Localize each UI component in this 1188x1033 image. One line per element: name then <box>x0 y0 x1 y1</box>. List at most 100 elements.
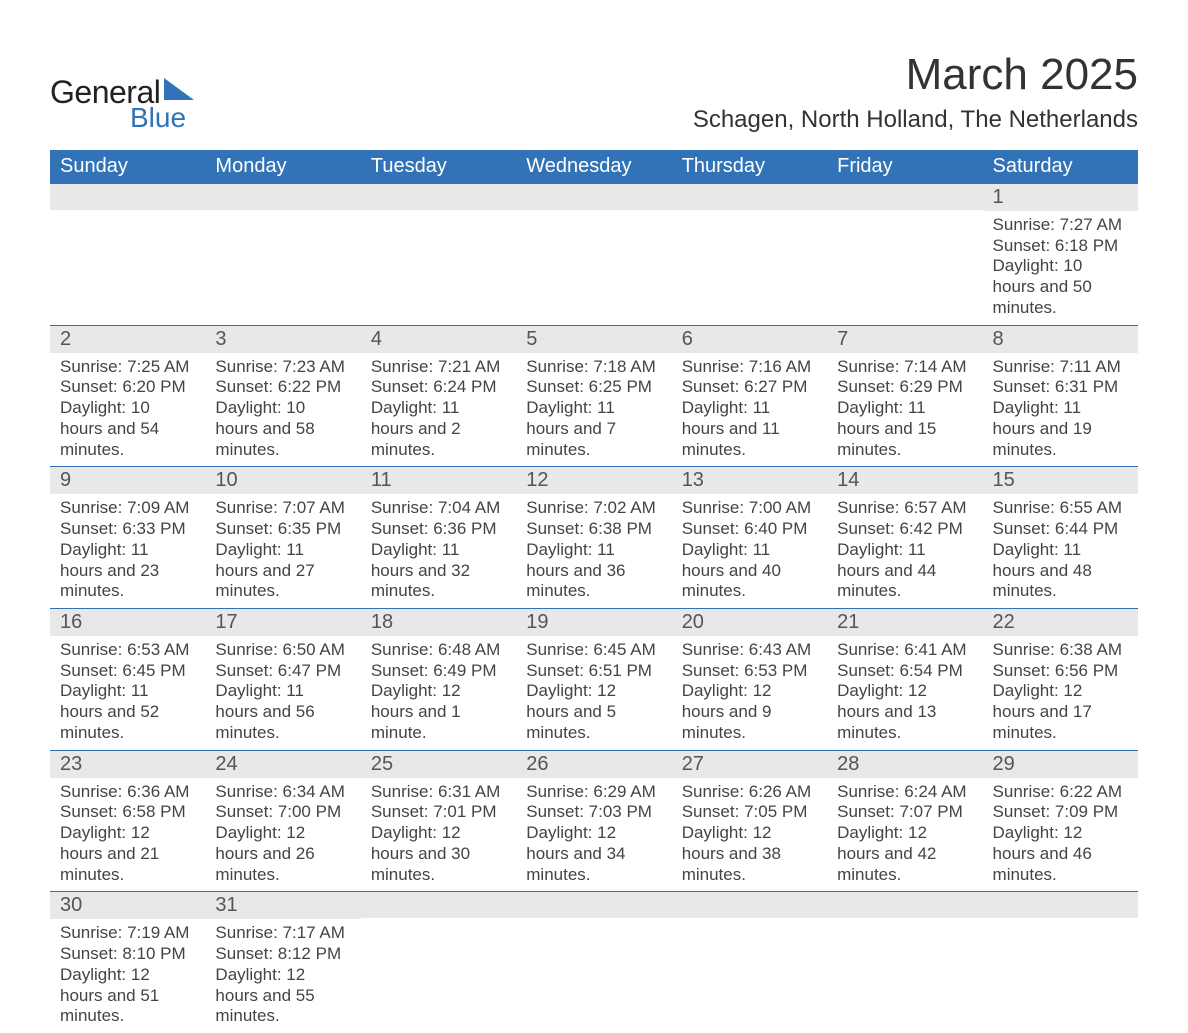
calendar-day-cell: 5Sunrise: 7:18 AMSunset: 6:25 PMDaylight… <box>516 325 671 467</box>
day-body: Sunrise: 7:17 AMSunset: 8:12 PMDaylight:… <box>205 919 360 1033</box>
daylight-line-label: Daylight: <box>682 681 753 700</box>
sunset-line: Sunset: 6:38 PM <box>526 519 661 540</box>
daylight-line-label: Daylight: <box>215 540 286 559</box>
sunrise-line-value: 6:26 AM <box>749 782 811 801</box>
daylight-line: Daylight: 11 hours and 19 minutes. <box>993 398 1128 460</box>
sunset-line-value: 6:36 PM <box>433 519 496 538</box>
day-number: 4 <box>361 326 516 353</box>
daylight-line-label: Daylight: <box>993 256 1064 275</box>
sunset-line: Sunset: 7:09 PM <box>993 802 1128 823</box>
sunrise-line-label: Sunrise: <box>60 782 127 801</box>
calendar-day-cell: 16Sunrise: 6:53 AMSunset: 6:45 PMDayligh… <box>50 609 205 751</box>
sunset-line: Sunset: 7:00 PM <box>215 802 350 823</box>
daylight-line-label: Daylight: <box>682 823 753 842</box>
sunrise-line: Sunrise: 6:48 AM <box>371 640 506 661</box>
daylight-line: Daylight: 12 hours and 38 minutes. <box>682 823 817 885</box>
sunrise-line-label: Sunrise: <box>215 357 282 376</box>
sunset-line-label: Sunset: <box>837 519 899 538</box>
daylight-line: Daylight: 11 hours and 7 minutes. <box>526 398 661 460</box>
calendar-week-row: 9Sunrise: 7:09 AMSunset: 6:33 PMDaylight… <box>50 467 1138 609</box>
day-number: 15 <box>983 467 1138 494</box>
calendar-day-cell: 27Sunrise: 6:26 AMSunset: 7:05 PMDayligh… <box>672 750 827 892</box>
daylight-line: Daylight: 12 hours and 1 minute. <box>371 681 506 743</box>
calendar-day-cell: 21Sunrise: 6:41 AMSunset: 6:54 PMDayligh… <box>827 609 982 751</box>
daylight-line-label: Daylight: <box>60 540 131 559</box>
daylight-line-label: Daylight: <box>837 681 908 700</box>
sunrise-line-value: 6:50 AM <box>283 640 345 659</box>
sunrise-line-value: 6:38 AM <box>1060 640 1122 659</box>
sunset-line-label: Sunset: <box>371 377 433 396</box>
day-body: Sunrise: 7:11 AMSunset: 6:31 PMDaylight:… <box>983 353 1138 467</box>
sunset-line-value: 6:24 PM <box>433 377 496 396</box>
sunset-line: Sunset: 6:31 PM <box>993 377 1128 398</box>
daylight-line-label: Daylight: <box>526 823 597 842</box>
calendar-day-cell: 8Sunrise: 7:11 AMSunset: 6:31 PMDaylight… <box>983 325 1138 467</box>
calendar-day-cell <box>205 184 360 326</box>
sunset-line-value: 6:38 PM <box>589 519 652 538</box>
calendar-day-cell: 14Sunrise: 6:57 AMSunset: 6:42 PMDayligh… <box>827 467 982 609</box>
sunset-line-label: Sunset: <box>215 661 277 680</box>
sunset-line: Sunset: 6:25 PM <box>526 377 661 398</box>
sunrise-line: Sunrise: 7:11 AM <box>993 357 1128 378</box>
sunrise-line-label: Sunrise: <box>993 782 1060 801</box>
day-number: 7 <box>827 326 982 353</box>
sunset-line-label: Sunset: <box>837 377 899 396</box>
sunrise-line: Sunrise: 7:14 AM <box>837 357 972 378</box>
calendar-day-cell: 19Sunrise: 6:45 AMSunset: 6:51 PMDayligh… <box>516 609 671 751</box>
sunset-line: Sunset: 6:45 PM <box>60 661 195 682</box>
sunrise-line-label: Sunrise: <box>215 640 282 659</box>
daylight-line: Daylight: 11 hours and 52 minutes. <box>60 681 195 743</box>
sunrise-line-label: Sunrise: <box>682 357 749 376</box>
day-body: Sunrise: 7:23 AMSunset: 6:22 PMDaylight:… <box>205 353 360 467</box>
day-number: 29 <box>983 751 1138 778</box>
calendar-day-cell: 22Sunrise: 6:38 AMSunset: 6:56 PMDayligh… <box>983 609 1138 751</box>
sunrise-line-label: Sunrise: <box>682 498 749 517</box>
sunrise-line: Sunrise: 6:31 AM <box>371 782 506 803</box>
sunrise-line-value: 7:21 AM <box>438 357 500 376</box>
sunset-line-label: Sunset: <box>682 802 744 821</box>
sunrise-line-label: Sunrise: <box>526 640 593 659</box>
daylight-line: Daylight: 11 hours and 36 minutes. <box>526 540 661 602</box>
sunrise-line-label: Sunrise: <box>371 640 438 659</box>
sunset-line-value: 6:18 PM <box>1055 236 1118 255</box>
day-number: 28 <box>827 751 982 778</box>
sunset-line: Sunset: 6:53 PM <box>682 661 817 682</box>
day-header: Thursday <box>672 150 827 184</box>
day-body: Sunrise: 6:36 AMSunset: 6:58 PMDaylight:… <box>50 778 205 892</box>
sunset-line-label: Sunset: <box>682 377 744 396</box>
daylight-line: Daylight: 12 hours and 30 minutes. <box>371 823 506 885</box>
day-body: Sunrise: 7:09 AMSunset: 6:33 PMDaylight:… <box>50 494 205 608</box>
day-number: 17 <box>205 609 360 636</box>
daylight-line: Daylight: 10 hours and 54 minutes. <box>60 398 195 460</box>
sunrise-line-value: 7:09 AM <box>127 498 189 517</box>
calendar-day-cell: 18Sunrise: 6:48 AMSunset: 6:49 PMDayligh… <box>361 609 516 751</box>
daylight-line-label: Daylight: <box>215 398 286 417</box>
sunset-line-value: 6:58 PM <box>122 802 185 821</box>
sunset-line-label: Sunset: <box>371 802 433 821</box>
calendar-tbody: 1Sunrise: 7:27 AMSunset: 6:18 PMDaylight… <box>50 184 1138 1033</box>
daylight-line: Daylight: 11 hours and 15 minutes. <box>837 398 972 460</box>
sunrise-line: Sunrise: 6:45 AM <box>526 640 661 661</box>
sunset-line-value: 6:45 PM <box>122 661 185 680</box>
sunrise-line-value: 6:45 AM <box>593 640 655 659</box>
sunset-line: Sunset: 6:44 PM <box>993 519 1128 540</box>
daylight-line: Daylight: 11 hours and 23 minutes. <box>60 540 195 602</box>
day-number: 30 <box>50 892 205 919</box>
sunrise-line-label: Sunrise: <box>993 215 1060 234</box>
daylight-line: Daylight: 11 hours and 2 minutes. <box>371 398 506 460</box>
sunrise-line-value: 7:02 AM <box>593 498 655 517</box>
calendar-day-cell <box>361 184 516 326</box>
daylight-line-label: Daylight: <box>993 823 1064 842</box>
calendar-day-cell: 1Sunrise: 7:27 AMSunset: 6:18 PMDaylight… <box>983 184 1138 326</box>
daylight-line: Daylight: 12 hours and 9 minutes. <box>682 681 817 743</box>
daylight-line-label: Daylight: <box>993 540 1064 559</box>
day-body: Sunrise: 7:14 AMSunset: 6:29 PMDaylight:… <box>827 353 982 467</box>
daylight-line-label: Daylight: <box>60 681 131 700</box>
sunset-line-value: 8:12 PM <box>278 944 341 963</box>
day-number: 18 <box>361 609 516 636</box>
calendar-day-cell: 13Sunrise: 7:00 AMSunset: 6:40 PMDayligh… <box>672 467 827 609</box>
calendar-week-row: 1Sunrise: 7:27 AMSunset: 6:18 PMDaylight… <box>50 184 1138 326</box>
sunrise-line: Sunrise: 7:19 AM <box>60 923 195 944</box>
day-header: Saturday <box>983 150 1138 184</box>
day-header: Tuesday <box>361 150 516 184</box>
